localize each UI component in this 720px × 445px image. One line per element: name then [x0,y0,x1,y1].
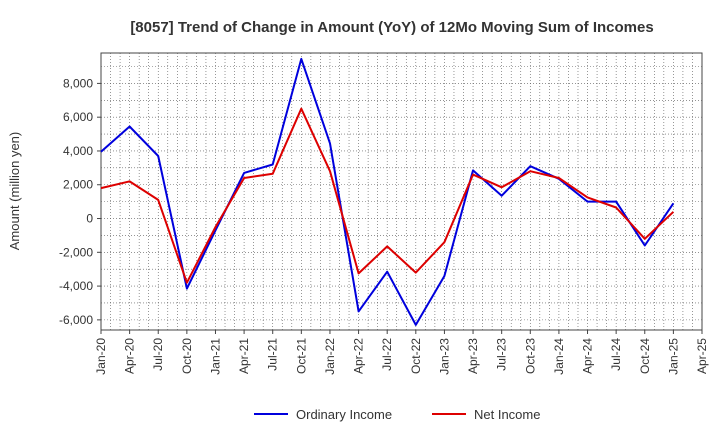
data-series [100,57,675,326]
y-tick-label: -2,000 [59,245,93,259]
x-tick-label: Apr-25 [695,338,709,374]
plot-frame [100,52,703,331]
x-tick-label: Oct-24 [638,338,652,374]
y-tick-label: 2,000 [63,178,93,192]
x-tick-label: Apr-20 [123,338,137,374]
x-tick-label: Jan-23 [437,338,451,375]
y-tick-label: -6,000 [59,313,93,327]
x-tick-label: Apr-22 [352,338,366,374]
x-tick-label: Jan-21 [208,338,222,375]
x-tick-label: Jan-24 [552,338,566,375]
x-tick-label: Oct-20 [180,338,194,374]
plot-area [100,52,703,331]
legend-label-net-income: Net Income [474,407,540,422]
x-tick-label: Oct-22 [409,338,423,374]
x-tick-label: Apr-23 [466,338,480,374]
x-axis-ticks: Jan-20 Apr-20 Jul-20 Oct-20 Jan-21 Apr-21 Jul-… [94,330,709,375]
x-tick-label: Jul-22 [380,338,394,371]
y-axis-ticks: -6,000 -4,000 -2,000 0 2,000 4,000 6,000 8,000 [59,76,101,327]
chart-title: [8057] Trend of Change in Amount (YoY) o… [130,19,653,36]
x-tick-label: Jul-21 [266,338,280,371]
y-tick-label: 6,000 [63,110,93,124]
x-tick-label: Jan-20 [94,338,108,375]
x-tick-label: Apr-24 [581,338,595,374]
x-tick-label: Jul-24 [609,338,623,371]
series-line-net-income [100,107,675,284]
y-tick-label: 8,000 [63,76,93,90]
x-tick-label: Jan-22 [323,338,337,375]
x-tick-label: Jul-23 [495,338,509,371]
grid-lines [101,53,702,330]
x-tick-label: Oct-21 [294,338,308,374]
series-line-ordinary-income [100,57,675,326]
legend-label-ordinary-income: Ordinary Income [296,407,392,422]
y-tick-label: 0 [86,212,93,226]
y-axis-label: Amount (million yen) [7,132,22,251]
x-tick-label: Jul-20 [151,338,165,371]
y-tick-label: -4,000 [59,279,93,293]
legend: Ordinary Income Net Income [254,407,540,422]
y-tick-label: 4,000 [63,144,93,158]
x-tick-label: Apr-21 [237,338,251,374]
x-tick-label: Jan-25 [666,338,680,375]
x-tick-label: Oct-23 [523,338,537,374]
